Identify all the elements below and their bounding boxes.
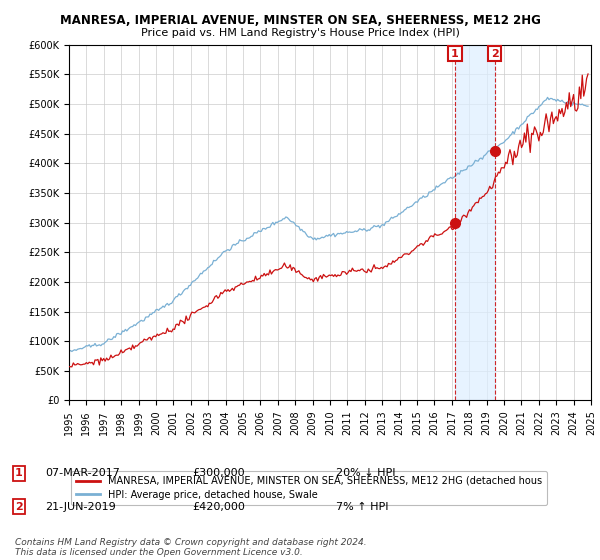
Text: 7% ↑ HPI: 7% ↑ HPI [336,502,389,512]
Text: 2: 2 [491,49,499,59]
Text: 1: 1 [15,468,23,478]
Bar [455,45,495,400]
Text: 2: 2 [15,502,23,512]
Text: MANRESA, IMPERIAL AVENUE, MINSTER ON SEA, SHEERNESS, ME12 2HG: MANRESA, IMPERIAL AVENUE, MINSTER ON SEA… [59,14,541,27]
Text: Price paid vs. HM Land Registry's House Price Index (HPI): Price paid vs. HM Land Registry's House … [140,28,460,38]
Text: £420,000: £420,000 [192,502,245,512]
Text: 1: 1 [451,49,459,59]
Text: 21-JUN-2019: 21-JUN-2019 [45,502,116,512]
Legend: MANRESA, IMPERIAL AVENUE, MINSTER ON SEA, SHEERNESS, ME12 2HG (detached hous, HP: MANRESA, IMPERIAL AVENUE, MINSTER ON SEA… [71,471,547,505]
Text: 20% ↓ HPI: 20% ↓ HPI [336,468,395,478]
Text: 07-MAR-2017: 07-MAR-2017 [45,468,120,478]
Text: Contains HM Land Registry data © Crown copyright and database right 2024.
This d: Contains HM Land Registry data © Crown c… [15,538,367,557]
Text: £300,000: £300,000 [192,468,245,478]
